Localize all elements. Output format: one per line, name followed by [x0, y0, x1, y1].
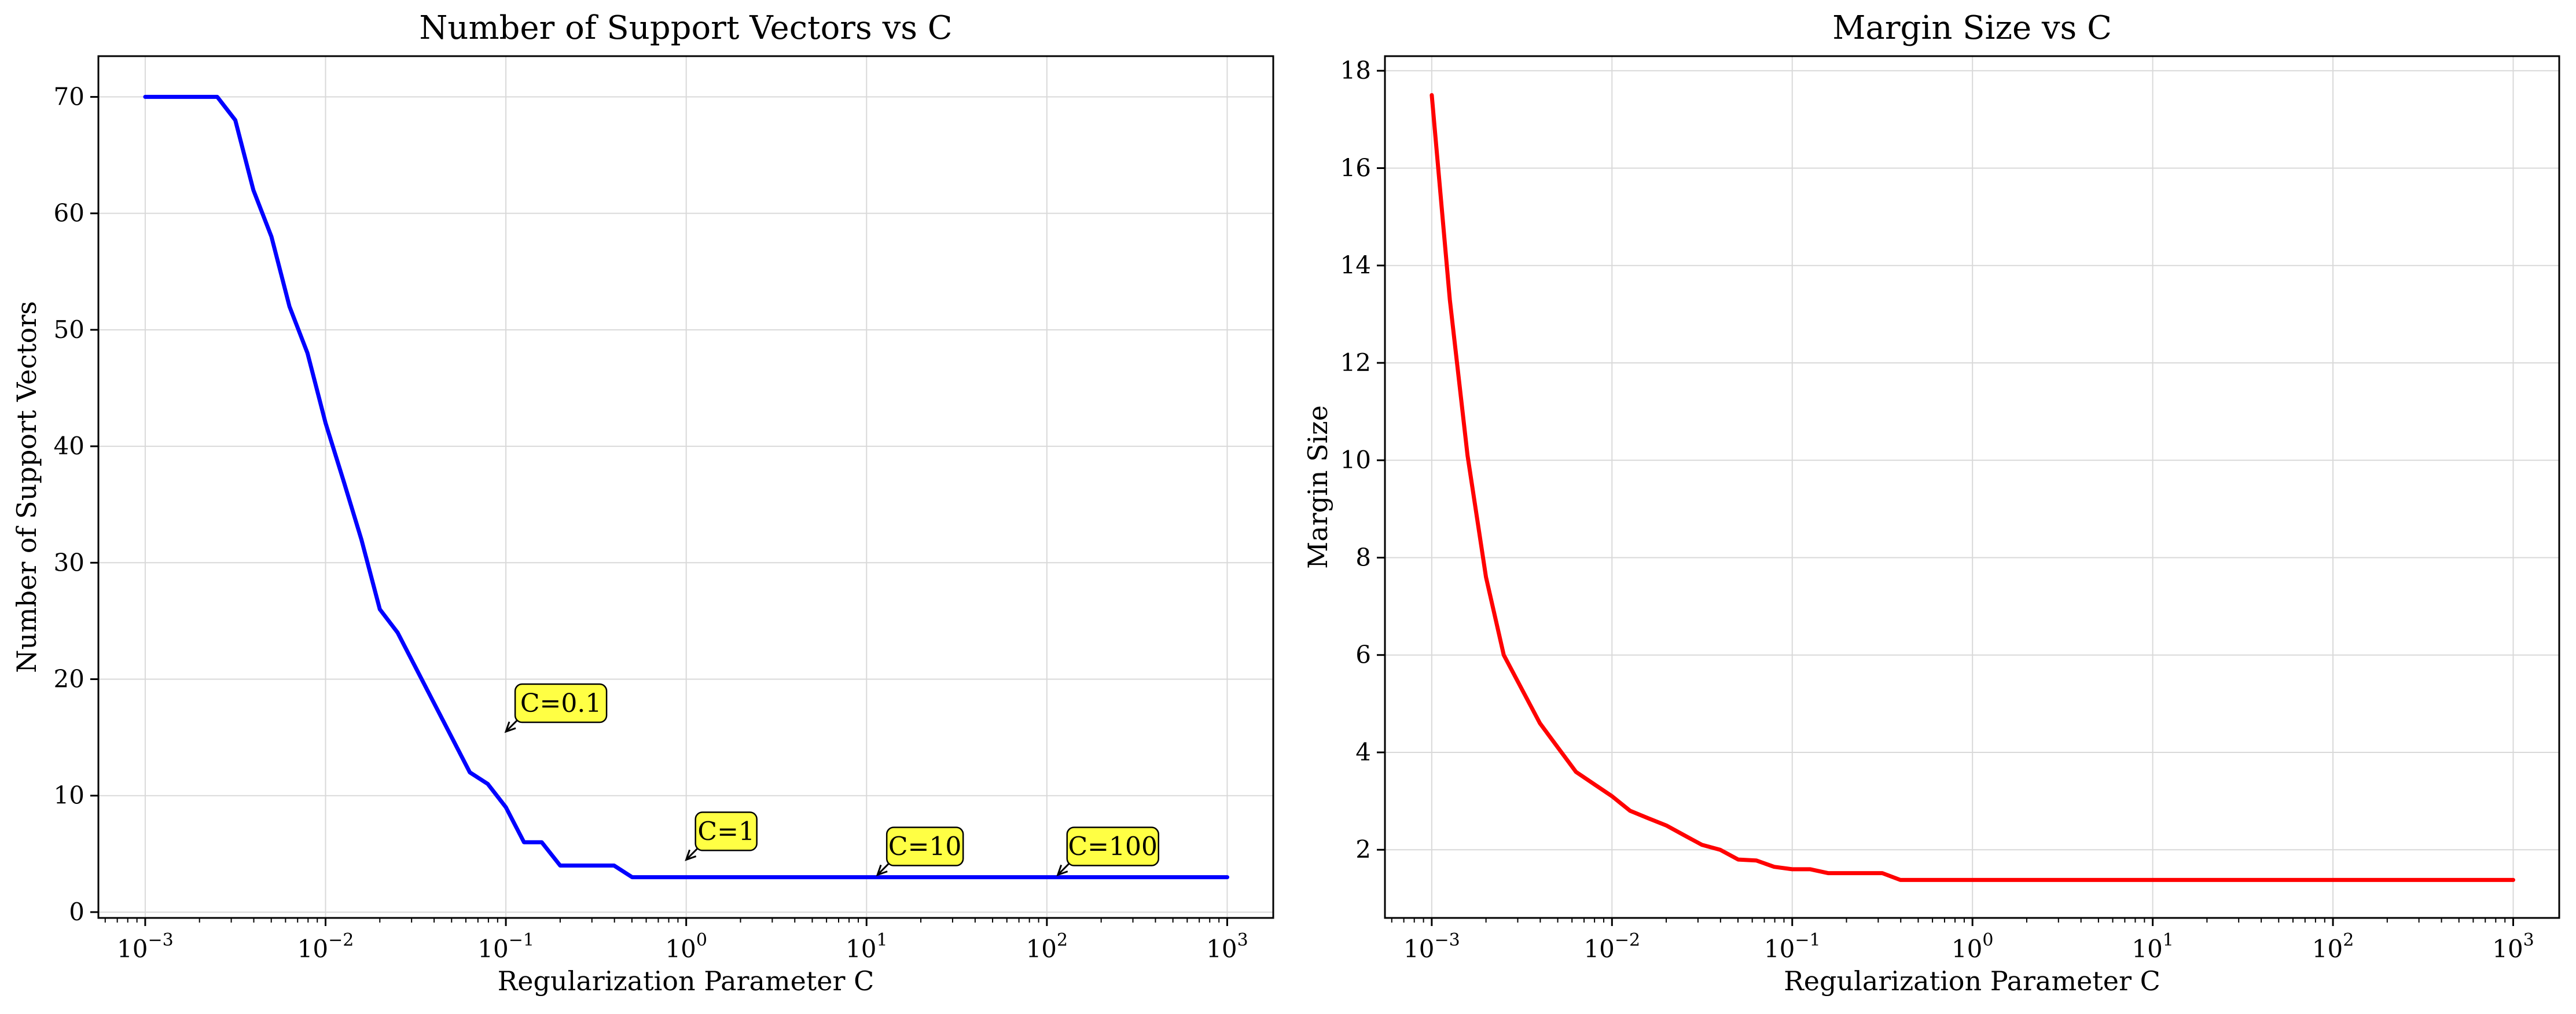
y-tick-label-7: 70	[54, 82, 84, 111]
x-tick-label-5: 102	[2312, 930, 2354, 963]
y-tick-label-8: 18	[1340, 56, 1371, 84]
y-tick-label-2: 20	[54, 665, 84, 693]
annotation-arrow	[685, 847, 699, 861]
plot-frame	[97, 55, 1274, 919]
x-tick-label-1: 10−2	[297, 930, 354, 963]
series-line-1	[1430, 93, 2515, 882]
annotation-arrowhead	[876, 865, 888, 876]
x-tick-label-6: 103	[1206, 930, 1248, 963]
plot-frame	[1384, 55, 2560, 919]
series-line-1	[143, 94, 1229, 880]
x-axis-label: Regularization Parameter C	[1784, 965, 2160, 997]
y-tick-label-4: 10	[1340, 446, 1371, 474]
annotation-label: C=0.1	[520, 689, 602, 718]
annotation-arrow	[505, 719, 519, 733]
annotation-label: C=1	[697, 817, 755, 846]
annotation-label: C=100	[1068, 832, 1158, 862]
annotation-label: C=10	[888, 832, 962, 862]
chart-panel-2: 10−3 10−2 10−1 100 101 102 103 2 4 6 8 10 12 14 16 18 Ma…	[1302, 9, 2560, 997]
annotation-box	[694, 811, 758, 851]
annotation-box	[1066, 826, 1160, 866]
chart-title: Margin Size vs C	[1832, 9, 2112, 47]
annotation-2: C=1	[685, 811, 758, 861]
y-tick-label-2: 6	[1355, 641, 1371, 669]
annotation-arrowhead	[504, 721, 516, 733]
y-tick-label-1: 4	[1355, 738, 1371, 766]
y-tick-label-7: 16	[1340, 153, 1371, 182]
y-tick-label-0: 0	[69, 898, 84, 926]
y-tick-label-5: 12	[1340, 348, 1371, 377]
y-tick-label-1: 10	[54, 781, 84, 810]
annotation-3: C=10	[876, 826, 964, 876]
annotation-arrow	[877, 862, 890, 876]
y-tick-label-6: 60	[54, 199, 84, 227]
y-axis-label: Number of Support Vectors	[11, 301, 42, 673]
grid	[98, 56, 1273, 918]
x-tick-label-6: 103	[2492, 930, 2534, 963]
x-tick-label-1: 10−2	[1583, 930, 1640, 963]
x-tick-label-5: 102	[1026, 930, 1068, 963]
grid	[1385, 56, 2559, 918]
x-axis-label: Regularization Parameter C	[498, 965, 874, 997]
x-tick-label-3: 100	[665, 930, 707, 963]
x-tick-label-4: 101	[2132, 930, 2174, 963]
y-tick-label-6: 14	[1340, 251, 1371, 280]
y-tick-label-3: 30	[54, 548, 84, 576]
x-tick-label-2: 10−1	[477, 930, 534, 963]
annotation-arrow	[1057, 862, 1070, 876]
y-axis-label: Margin Size	[1302, 405, 1333, 569]
chart-title: Number of Support Vectors vs C	[419, 9, 952, 47]
annotation-4: C=100	[1056, 826, 1160, 876]
y-tick-label-5: 50	[54, 315, 84, 344]
annotation-arrowhead	[1056, 865, 1068, 876]
y-tick-label-4: 40	[54, 432, 84, 460]
annotation-box	[514, 683, 608, 723]
x-tick-label-0: 10−3	[117, 930, 174, 963]
y-tick-label-0: 2	[1355, 835, 1371, 864]
annotation-box	[885, 826, 964, 866]
x-tick-label-4: 101	[846, 930, 888, 963]
x-tick-label-0: 10−3	[1403, 930, 1460, 963]
chart-panel-1: 10−3 10−2 10−1 100 101 102 103 0 10 20 30 40 50 60 70 C…	[11, 9, 1274, 997]
x-tick-label-3: 100	[1952, 930, 1994, 963]
annotation-1: C=0.1	[504, 683, 608, 733]
annotation-arrowhead	[685, 849, 697, 861]
y-tick-label-3: 8	[1355, 543, 1371, 571]
x-tick-label-2: 10−1	[1764, 930, 1821, 963]
